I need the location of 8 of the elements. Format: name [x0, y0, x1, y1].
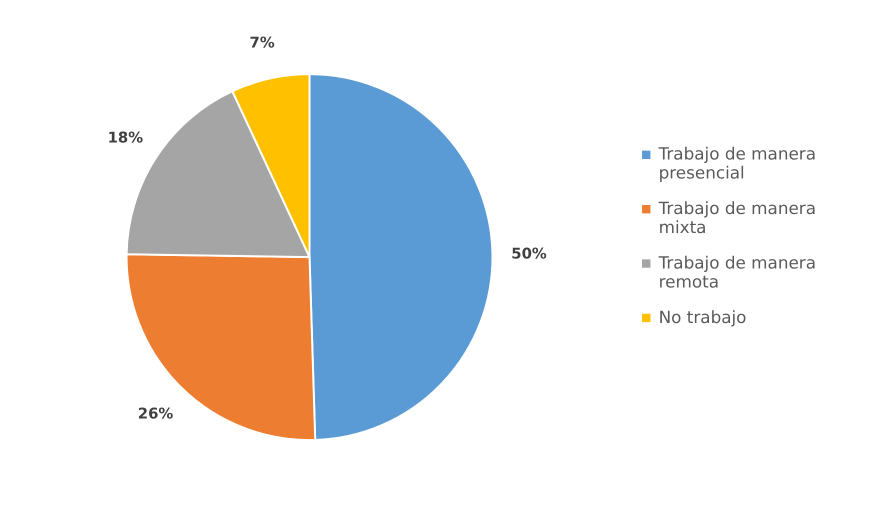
data-label: 50%: [511, 246, 547, 263]
data-label: 7%: [250, 34, 275, 52]
legend-label: No trabajo: [658, 306, 746, 327]
legend-label: Trabajo de manera presencial: [658, 144, 816, 182]
legend-label: Trabajo de manera remota: [658, 252, 816, 292]
data-label: 18%: [108, 130, 144, 147]
legend-label: Trabajo de manera mixta: [658, 198, 816, 237]
data-label: 26%: [138, 405, 174, 422]
